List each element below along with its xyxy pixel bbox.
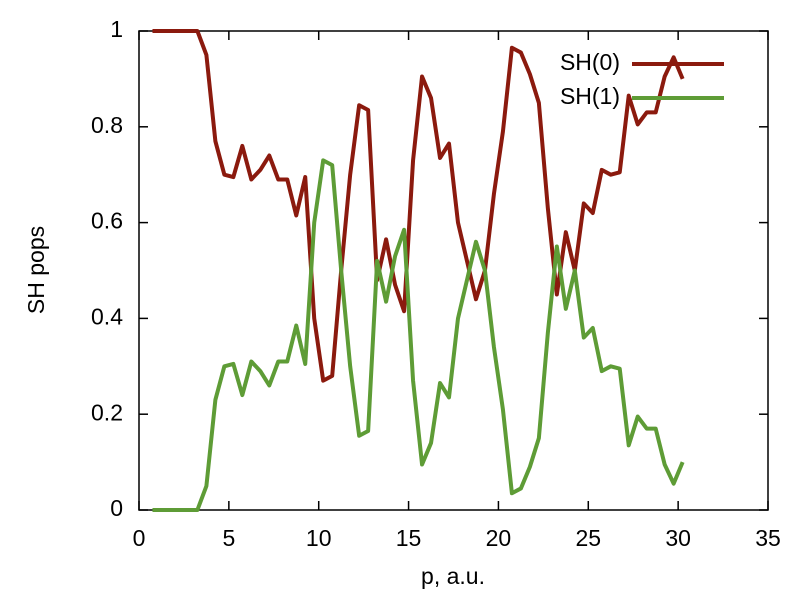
x-tick-label: 15 bbox=[396, 525, 422, 551]
series-line bbox=[152, 158, 685, 512]
y-tick-label: 0 bbox=[110, 495, 123, 521]
y-tick-label: 0.8 bbox=[91, 112, 123, 138]
x-tick-label: 35 bbox=[755, 525, 781, 551]
x-tick-label: 30 bbox=[665, 525, 691, 551]
x-tick-label: 10 bbox=[306, 525, 332, 551]
legend-label: SH(1) bbox=[560, 83, 620, 109]
y-tick-label: 0.2 bbox=[91, 399, 123, 425]
x-tick-label: 25 bbox=[575, 525, 601, 551]
y-tick-label: 0.6 bbox=[91, 208, 123, 234]
x-tick-label: 0 bbox=[133, 525, 146, 551]
y-axis-label: SH pops bbox=[23, 226, 49, 314]
x-tick-label: 20 bbox=[486, 525, 512, 551]
y-tick-label: 1 bbox=[110, 16, 123, 42]
legend-label: SH(0) bbox=[560, 49, 620, 75]
y-tick-label: 0.4 bbox=[91, 303, 123, 329]
x-tick-label: 5 bbox=[222, 525, 235, 551]
plot-border bbox=[138, 30, 769, 511]
x-axis-label: p, a.u. bbox=[421, 563, 485, 589]
series-line bbox=[152, 29, 685, 383]
